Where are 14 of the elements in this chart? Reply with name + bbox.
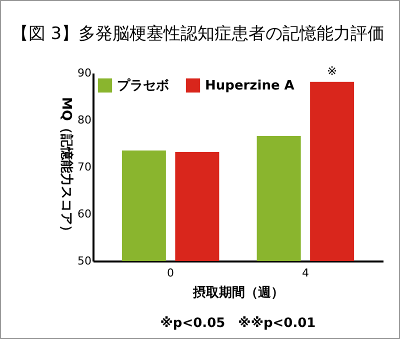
legend-label: プラセボ: [117, 77, 169, 94]
x-tick-label: 0: [167, 266, 174, 280]
y-tick-label: 90: [78, 66, 92, 80]
y-tick-label: 70: [78, 160, 92, 174]
annotation: ※: [327, 64, 338, 78]
y-axis-title: MQ（記憶能力スコア）: [58, 97, 75, 238]
y-tick-label: 60: [78, 208, 92, 220]
y-tick-label: 80: [78, 114, 92, 126]
legend-label: Huperzine A: [205, 78, 294, 94]
chart-title: 【図 3】多発脳梗塞性認知症患者の記憶能力評価: [11, 24, 385, 44]
x-tick-label: 4: [302, 266, 309, 280]
text: ※p<0.05 ※※p<0.01: [160, 316, 316, 331]
y-tick-label: 50: [78, 254, 92, 268]
x-axis-title: 摂取期間（週）: [192, 286, 284, 300]
